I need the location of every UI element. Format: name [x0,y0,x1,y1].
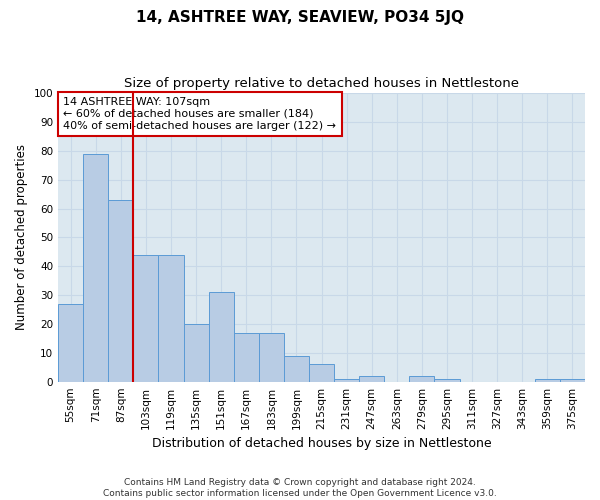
Bar [158,254,184,382]
Bar [259,332,284,382]
Bar [409,376,434,382]
Bar [359,376,384,382]
Bar [334,379,359,382]
Bar [184,324,209,382]
Y-axis label: Number of detached properties: Number of detached properties [15,144,28,330]
Bar [434,379,460,382]
Bar [233,332,259,382]
Bar [209,292,233,382]
Text: Contains HM Land Registry data © Crown copyright and database right 2024.
Contai: Contains HM Land Registry data © Crown c… [103,478,497,498]
Text: 14, ASHTREE WAY, SEAVIEW, PO34 5JQ: 14, ASHTREE WAY, SEAVIEW, PO34 5JQ [136,10,464,25]
Title: Size of property relative to detached houses in Nettlestone: Size of property relative to detached ho… [124,78,519,90]
Bar [284,356,309,382]
Text: 14 ASHTREE WAY: 107sqm
← 60% of detached houses are smaller (184)
40% of semi-de: 14 ASHTREE WAY: 107sqm ← 60% of detached… [64,98,337,130]
X-axis label: Distribution of detached houses by size in Nettlestone: Distribution of detached houses by size … [152,437,491,450]
Bar [133,254,158,382]
Bar [560,379,585,382]
Bar [309,364,334,382]
Bar [535,379,560,382]
Bar [83,154,108,382]
Bar [58,304,83,382]
Bar [108,200,133,382]
